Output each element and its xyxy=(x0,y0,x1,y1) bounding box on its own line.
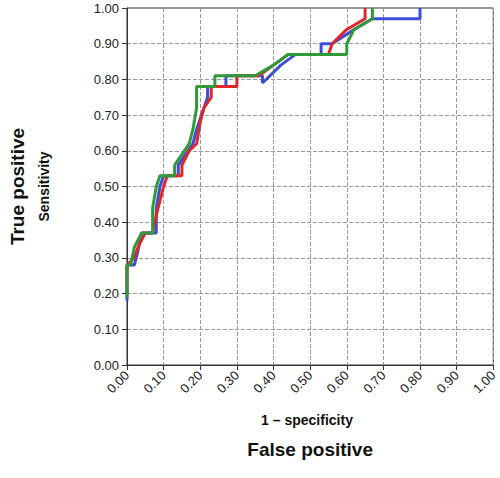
svg-text:0.50: 0.50 xyxy=(287,368,315,396)
svg-text:1 – specificity: 1 – specificity xyxy=(261,412,353,428)
svg-text:1.00: 1.00 xyxy=(470,368,498,396)
svg-text:0.60: 0.60 xyxy=(324,368,352,396)
svg-text:1.00: 1.00 xyxy=(94,1,119,16)
svg-text:True positive: True positive xyxy=(7,128,28,245)
svg-text:0.10: 0.10 xyxy=(140,368,168,396)
svg-text:0.40: 0.40 xyxy=(250,368,278,396)
svg-text:0.90: 0.90 xyxy=(433,368,461,396)
svg-text:False positive: False positive xyxy=(247,439,373,460)
svg-text:0.10: 0.10 xyxy=(94,322,119,337)
svg-text:0.20: 0.20 xyxy=(177,368,205,396)
svg-text:0.80: 0.80 xyxy=(94,72,119,87)
svg-text:0.20: 0.20 xyxy=(94,286,119,301)
svg-text:0.00: 0.00 xyxy=(104,368,132,396)
svg-text:0.00: 0.00 xyxy=(94,358,119,373)
svg-text:0.80: 0.80 xyxy=(397,368,425,396)
svg-text:0.30: 0.30 xyxy=(214,368,242,396)
svg-text:0.50: 0.50 xyxy=(94,179,119,194)
svg-text:0.30: 0.30 xyxy=(94,250,119,265)
svg-text:0.70: 0.70 xyxy=(360,368,388,396)
svg-text:0.40: 0.40 xyxy=(94,215,119,230)
svg-text:0.90: 0.90 xyxy=(94,36,119,51)
svg-text:Sensitivity: Sensitivity xyxy=(36,151,52,221)
svg-text:0.70: 0.70 xyxy=(94,108,119,123)
svg-text:0.60: 0.60 xyxy=(94,143,119,158)
